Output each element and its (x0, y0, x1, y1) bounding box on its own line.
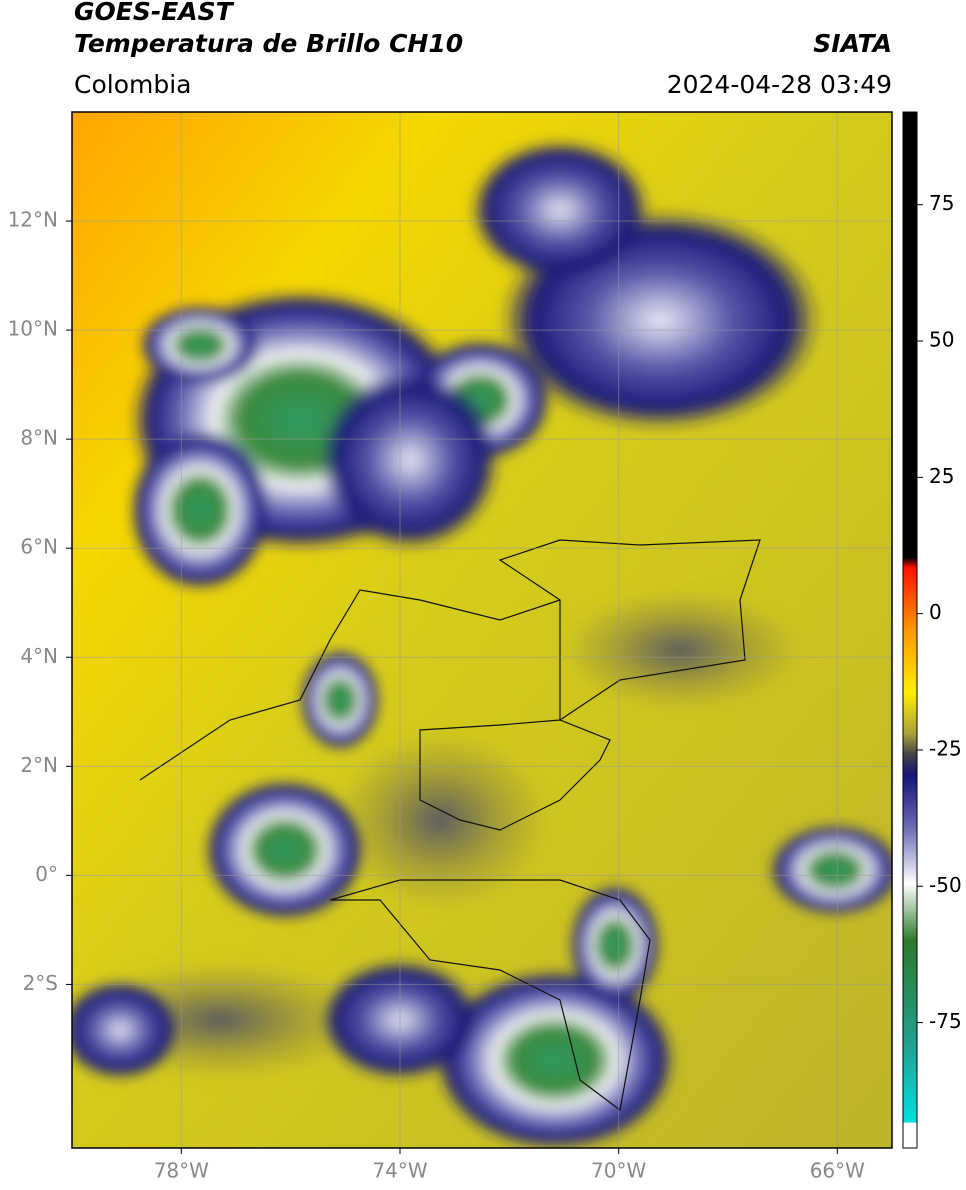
y-tick-label: 2°S (23, 971, 58, 995)
title: GOES-EAST (74, 0, 235, 26)
map-frame (71, 111, 893, 1149)
x-tick-label: 74°W (372, 1159, 427, 1183)
subtitle: Temperatura de Brillo CH10 (74, 29, 463, 58)
y-tick-label: 12°N (8, 208, 58, 232)
colorbar-label: -25 (929, 736, 962, 760)
timestamp: 2024-04-28 03:49 (667, 70, 892, 99)
y-tick-label: 6°N (20, 535, 58, 559)
y-tick-label: 2°N (20, 753, 58, 777)
x-tick-label: 78°W (154, 1159, 209, 1183)
satellite-image (72, 112, 892, 1148)
x-tick-label: 66°W (810, 1159, 865, 1183)
y-tick-label: 10°N (8, 317, 58, 341)
colorbar-label: 50 (929, 328, 954, 352)
region: Colombia (74, 70, 191, 99)
colorbar (902, 111, 918, 1149)
colorbar-label: -50 (929, 873, 962, 897)
x-tick-label: 70°W (591, 1159, 646, 1183)
colorbar-label: 75 (929, 191, 954, 215)
borders (139, 539, 761, 1112)
source: SIATA (813, 29, 892, 58)
y-tick-label: 0° (35, 862, 58, 886)
grid (72, 112, 892, 1148)
colorbar-label: 0 (929, 600, 942, 624)
colorbar-label: -75 (929, 1009, 962, 1033)
colorbar-label: 25 (929, 464, 954, 488)
y-tick-label: 8°N (20, 426, 58, 450)
y-tick-label: 4°N (20, 644, 58, 668)
